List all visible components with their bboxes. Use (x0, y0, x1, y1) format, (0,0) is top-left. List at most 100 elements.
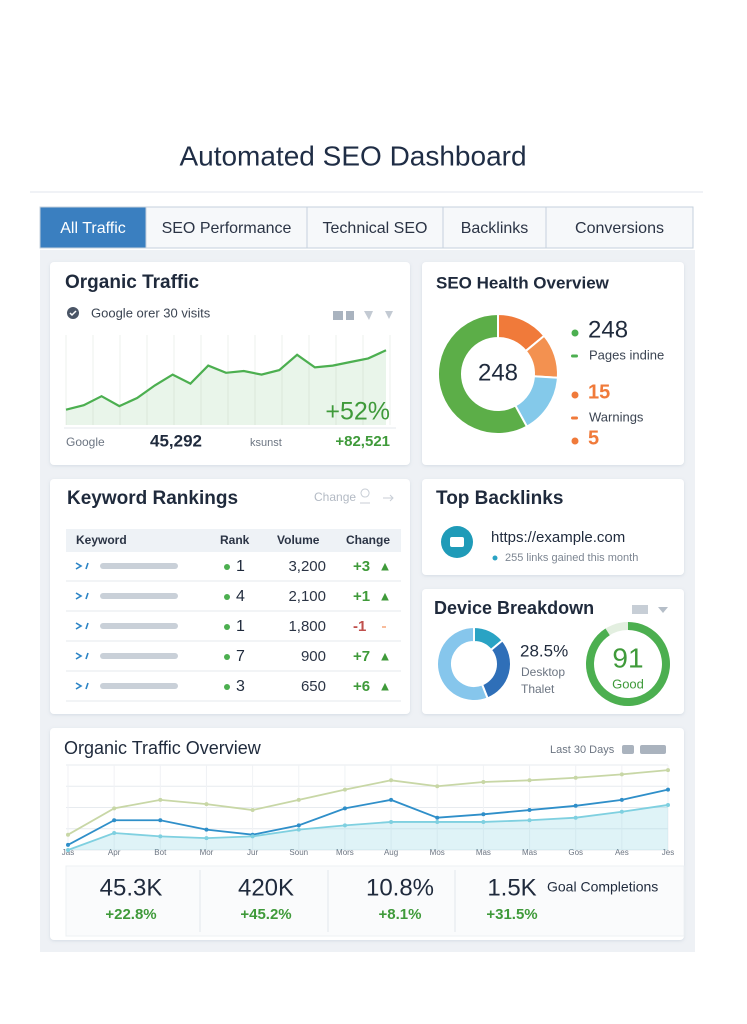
point (158, 818, 163, 823)
point (389, 819, 394, 824)
status-dot (571, 437, 579, 445)
note: 255 links gained this month (505, 552, 638, 564)
keyword-placeholder (100, 563, 178, 569)
icon (364, 311, 373, 320)
point (666, 787, 670, 792)
x-tick-label: Mas (476, 848, 491, 857)
stat-label: Pages indine (589, 347, 664, 362)
url[interactable]: https://example.com (491, 529, 625, 546)
point (112, 831, 117, 835)
point (527, 778, 532, 783)
card-title: Organic Traffic Overview (64, 738, 262, 758)
series-line (67, 788, 669, 846)
score-label: Good (612, 676, 644, 691)
point (250, 834, 255, 839)
rank: 7 (236, 648, 245, 665)
point (481, 780, 486, 784)
status-dash (571, 416, 578, 420)
point (573, 803, 578, 808)
card (50, 262, 410, 465)
series-line (67, 769, 669, 836)
point (296, 827, 301, 832)
point (66, 832, 70, 837)
score: 91 (612, 642, 643, 673)
tab[interactable] (306, 206, 444, 249)
tab[interactable] (545, 206, 694, 249)
rank-dot (224, 564, 230, 570)
rank: 1 (236, 558, 245, 575)
point (342, 806, 347, 811)
card (422, 479, 684, 575)
kpi-value: 1.5K (487, 874, 536, 901)
change-arrow (381, 682, 389, 691)
tab-label[interactable]: Technical SEO (323, 220, 428, 237)
point (573, 815, 578, 820)
row-icon (75, 592, 89, 600)
volume: 2,100 (288, 588, 326, 605)
row-icon (75, 622, 89, 630)
value: 45,292 (150, 431, 202, 450)
x-tick-label: Jur (247, 848, 258, 857)
point (296, 797, 301, 802)
series-line (67, 804, 669, 851)
kpi-value: 45.3K (100, 874, 163, 901)
label: ksunst (250, 437, 282, 449)
tab[interactable] (39, 206, 147, 249)
rank: 1 (236, 618, 245, 635)
device-label: Thalet (521, 682, 555, 696)
stat-label: Warnings (589, 409, 644, 424)
tab[interactable] (442, 206, 547, 249)
tab-label[interactable]: Conversions (575, 220, 664, 237)
point (435, 784, 440, 789)
rank: 3 (236, 678, 245, 695)
area-fill (66, 350, 386, 425)
link-icon (450, 537, 464, 547)
icon (385, 311, 393, 319)
icon (383, 494, 394, 502)
icon (333, 311, 343, 320)
point (204, 836, 209, 841)
point (619, 809, 624, 814)
change: +7 (353, 648, 370, 665)
rank-dot (224, 594, 230, 600)
point (250, 808, 255, 813)
change: +6 (353, 678, 370, 695)
point (342, 787, 347, 792)
point (435, 819, 440, 824)
card-title: SEO Health Overview (436, 273, 610, 292)
trend-line (65, 349, 387, 411)
point (481, 819, 486, 824)
point (158, 834, 163, 839)
x-tick-label: Bot (154, 848, 167, 857)
change: +1 (353, 588, 370, 605)
point (435, 815, 440, 820)
page-title: Automated SEO Dashboard (179, 140, 526, 171)
column-header: Rank (220, 533, 250, 547)
change-arrow (381, 592, 389, 601)
label: Google (66, 435, 105, 449)
kpi-change: +22.8% (105, 906, 156, 923)
volume: 1,800 (288, 618, 326, 635)
tab-label[interactable]: All Traffic (60, 220, 126, 237)
filter[interactable]: Change (314, 490, 356, 504)
tab-label[interactable]: Backlinks (461, 220, 529, 237)
point (481, 812, 486, 817)
stat-value: 5 (588, 427, 599, 449)
status-dot (571, 329, 579, 337)
row-icon (75, 652, 89, 660)
tab[interactable] (145, 206, 308, 249)
keyword-placeholder (100, 593, 178, 599)
change: +52% (325, 398, 390, 426)
column-header: Change (346, 533, 390, 547)
subtitle: Google orer 30 visits (91, 305, 211, 320)
icon (658, 607, 668, 613)
rank-dot (224, 654, 230, 660)
kpi-value: 420K (238, 874, 294, 901)
change: +3 (353, 558, 370, 575)
tab-label[interactable]: SEO Performance (162, 220, 292, 237)
range[interactable]: Last 30 Days (550, 744, 615, 756)
icon (69, 310, 77, 317)
center-label: 248 (478, 359, 518, 386)
point (296, 823, 301, 828)
kpi-label: Goal Completions (547, 879, 658, 895)
